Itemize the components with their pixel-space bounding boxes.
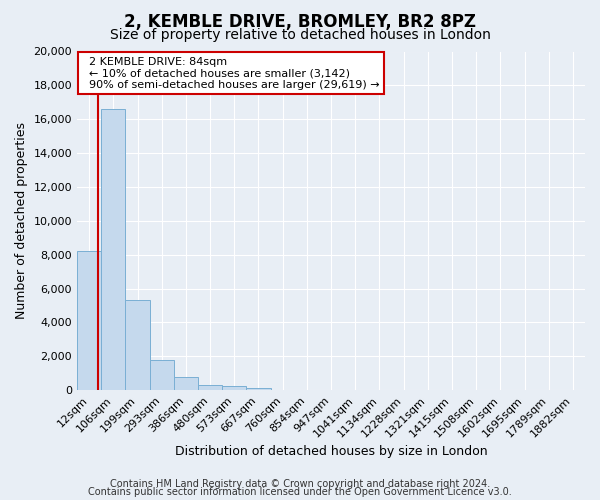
Text: Contains public sector information licensed under the Open Government Licence v3: Contains public sector information licen…	[88, 487, 512, 497]
Bar	[149, 360, 174, 390]
Text: Contains HM Land Registry data © Crown copyright and database right 2024.: Contains HM Land Registry data © Crown c…	[110, 479, 490, 489]
Y-axis label: Number of detached properties: Number of detached properties	[15, 122, 28, 320]
Bar	[101, 109, 125, 390]
Text: 2, KEMBLE DRIVE, BROMLEY, BR2 8PZ: 2, KEMBLE DRIVE, BROMLEY, BR2 8PZ	[124, 12, 476, 30]
Bar	[77, 252, 101, 390]
Bar	[222, 386, 247, 390]
Bar	[174, 378, 198, 390]
Bar	[247, 388, 271, 390]
Text: 2 KEMBLE DRIVE: 84sqm
  ← 10% of detached houses are smaller (3,142)
  90% of se: 2 KEMBLE DRIVE: 84sqm ← 10% of detached …	[82, 56, 380, 90]
Bar	[125, 300, 149, 390]
Text: Size of property relative to detached houses in London: Size of property relative to detached ho…	[110, 28, 490, 42]
X-axis label: Distribution of detached houses by size in London: Distribution of detached houses by size …	[175, 444, 487, 458]
Bar	[198, 386, 222, 390]
